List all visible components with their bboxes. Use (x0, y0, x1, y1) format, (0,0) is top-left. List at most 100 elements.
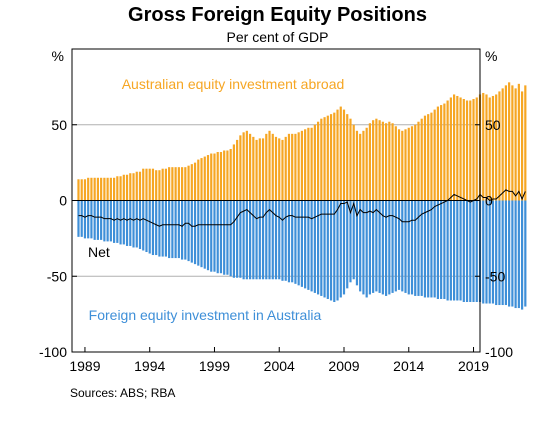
bar-abroad (469, 100, 472, 201)
bar-in-australia (349, 200, 352, 283)
chart-subtitle: Per cent of GDP (226, 29, 329, 45)
bar-abroad (245, 130, 248, 201)
xtick-label: 2009 (328, 358, 359, 374)
bar-in-australia (521, 200, 524, 310)
bar-abroad (210, 153, 213, 201)
bar-in-australia (359, 200, 362, 292)
bar-in-australia (300, 200, 303, 287)
bar-in-australia (122, 200, 125, 245)
bar-in-australia (453, 200, 456, 301)
bar-abroad (410, 126, 414, 201)
bar-abroad (226, 150, 229, 201)
bar-abroad (236, 139, 239, 201)
bar-abroad (116, 176, 119, 201)
bar-in-australia (287, 200, 291, 283)
bar-in-australia (375, 200, 378, 292)
series-abroad-bars (77, 82, 527, 201)
bar-abroad (261, 138, 265, 201)
bar-in-australia (514, 200, 517, 309)
chart-title: Gross Foreign Equity Positions (128, 4, 427, 26)
bar-in-australia (129, 200, 132, 246)
bar-abroad (433, 109, 436, 201)
bar-abroad (352, 124, 355, 201)
bar-in-australia (313, 200, 316, 293)
bar-in-australia (508, 200, 511, 307)
bar-in-australia (462, 200, 465, 302)
bar-abroad (271, 133, 274, 201)
bar-abroad (190, 164, 193, 201)
bar-abroad (291, 133, 294, 201)
bar-abroad (385, 123, 388, 201)
bar-in-australia (161, 200, 164, 257)
bar-abroad (138, 171, 142, 201)
bar-in-australia (274, 200, 278, 280)
bar-abroad (223, 150, 226, 201)
annotations: Australian equity investment abroad Net Fo… (88, 76, 344, 323)
bar-abroad (375, 118, 378, 201)
bar-in-australia (119, 200, 122, 245)
bar-abroad (83, 179, 87, 201)
bar-in-australia (242, 200, 245, 280)
bar-abroad (171, 167, 174, 201)
bar-in-australia (342, 200, 346, 295)
bar-abroad (113, 177, 116, 201)
bar-in-australia (388, 200, 391, 295)
bar-in-australia (498, 200, 501, 306)
bar-in-australia (206, 200, 210, 271)
bar-abroad (440, 105, 443, 201)
bar-abroad (158, 170, 161, 201)
bar-in-australia (142, 200, 145, 251)
bar-abroad (142, 168, 145, 201)
bar-in-australia (168, 200, 171, 259)
bar-abroad (423, 115, 427, 201)
ytick-label-left: -100 (39, 344, 67, 360)
bar-in-australia (297, 200, 300, 286)
bar-in-australia (414, 200, 417, 296)
bar-abroad (229, 148, 232, 201)
bar-in-australia (381, 200, 384, 295)
xtick-label: 2014 (393, 358, 424, 374)
bar-abroad (378, 120, 381, 201)
bar-abroad (508, 82, 511, 201)
bar-in-australia (397, 200, 401, 290)
bar-in-australia (372, 200, 375, 293)
series-in-australia-bars (77, 200, 527, 310)
bar-in-australia (524, 200, 527, 307)
bar-in-australia (226, 200, 229, 275)
xtick-label: 1989 (69, 358, 100, 374)
bar-abroad (297, 132, 300, 201)
bar-abroad (346, 114, 349, 201)
bar-in-australia (482, 200, 485, 304)
bar-in-australia (181, 200, 184, 260)
bar-abroad (482, 92, 485, 201)
bar-abroad (203, 156, 206, 201)
bar-in-australia (423, 200, 427, 298)
bar-in-australia (219, 200, 223, 274)
bar-in-australia (427, 200, 430, 298)
bar-abroad (417, 121, 420, 201)
bar-abroad (475, 97, 478, 201)
axis-labels: 50 50 0 0 -50 -50 -100 -100% % 1989 1994 1999 2004 20… (39, 48, 513, 374)
bar-abroad (125, 174, 129, 201)
bar-in-australia (281, 200, 284, 281)
bar-in-australia (174, 200, 177, 259)
bar-abroad (465, 100, 469, 201)
bar-in-australia (271, 200, 274, 280)
bar-in-australia (401, 200, 404, 292)
bar-abroad (278, 138, 281, 201)
bar-abroad (232, 144, 235, 201)
bar-abroad (87, 177, 90, 201)
bar-abroad (258, 138, 261, 201)
bar-in-australia (394, 200, 397, 292)
bar-in-australia (249, 200, 252, 280)
bar-abroad (177, 167, 180, 201)
bar-abroad (187, 165, 190, 201)
bar-in-australia (177, 200, 180, 259)
ytick-label-right: -100 (485, 344, 513, 360)
ytick-label-right: -50 (485, 268, 505, 284)
bar-in-australia (155, 200, 158, 256)
bar-abroad (365, 127, 368, 201)
bar-abroad (109, 177, 112, 201)
bar-in-australia (252, 200, 255, 280)
